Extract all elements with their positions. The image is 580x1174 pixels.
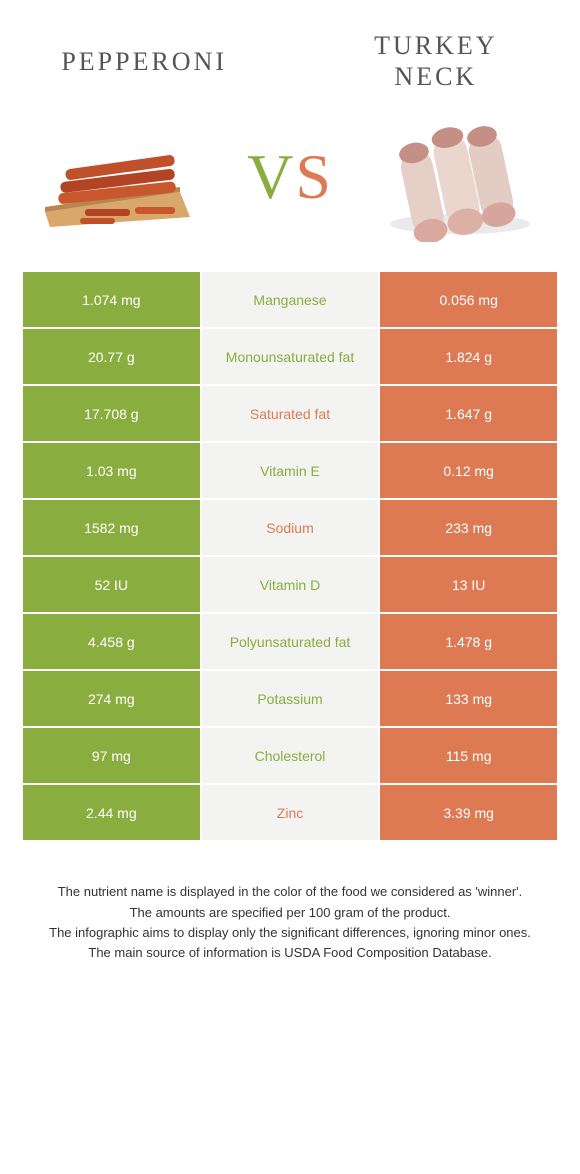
left-value-cell: 1.03 mg	[23, 443, 202, 500]
right-value-cell: 0.12 mg	[380, 443, 557, 500]
table-row: 1.074 mgManganese0.056 mg	[23, 272, 557, 329]
left-value-cell: 1582 mg	[23, 500, 202, 557]
left-value-cell: 17.708 g	[23, 386, 202, 443]
footnote-line: The nutrient name is displayed in the co…	[30, 882, 550, 902]
right-food-title: TURKEYNECK	[332, 30, 540, 92]
left-value-cell: 2.44 mg	[23, 785, 202, 842]
right-value-cell: 0.056 mg	[380, 272, 557, 329]
nutrient-name-cell: Monounsaturated fat	[202, 329, 381, 386]
nutrient-name-cell: Potassium	[202, 671, 381, 728]
left-value-cell: 20.77 g	[23, 329, 202, 386]
table-row: 17.708 gSaturated fat1.647 g	[23, 386, 557, 443]
pepperoni-image	[30, 112, 210, 242]
nutrient-name-cell: Manganese	[202, 272, 381, 329]
footnote-line: The main source of information is USDA F…	[30, 943, 550, 963]
nutrient-name-cell: Zinc	[202, 785, 381, 842]
nutrient-name-cell: Vitamin D	[202, 557, 381, 614]
right-food-title-text: TURKEYNECK	[374, 31, 497, 91]
nutrient-name-cell: Sodium	[202, 500, 381, 557]
right-value-cell: 13 IU	[380, 557, 557, 614]
nutrient-name-cell: Vitamin E	[202, 443, 381, 500]
table-row: 1582 mgSodium233 mg	[23, 500, 557, 557]
nutrient-name-cell: Cholesterol	[202, 728, 381, 785]
header: PEPPERONI TURKEYNECK	[0, 0, 580, 102]
vs-v: V	[247, 141, 295, 212]
left-value-cell: 97 mg	[23, 728, 202, 785]
table-row: 1.03 mgVitamin E0.12 mg	[23, 443, 557, 500]
right-value-cell: 1.647 g	[380, 386, 557, 443]
table-row: 97 mgCholesterol115 mg	[23, 728, 557, 785]
left-food-title: PEPPERONI	[40, 46, 248, 77]
footnote-line: The infographic aims to display only the…	[30, 923, 550, 943]
table-row: 52 IUVitamin D13 IU	[23, 557, 557, 614]
footnotes: The nutrient name is displayed in the co…	[30, 882, 550, 963]
vs-s: S	[295, 141, 333, 212]
right-value-cell: 3.39 mg	[380, 785, 557, 842]
left-value-cell: 1.074 mg	[23, 272, 202, 329]
table-row: 4.458 gPolyunsaturated fat1.478 g	[23, 614, 557, 671]
right-value-cell: 1.824 g	[380, 329, 557, 386]
table-row: 2.44 mgZinc3.39 mg	[23, 785, 557, 842]
left-value-cell: 52 IU	[23, 557, 202, 614]
table-row: 274 mgPotassium133 mg	[23, 671, 557, 728]
right-value-cell: 1.478 g	[380, 614, 557, 671]
table-row: 20.77 gMonounsaturated fat1.824 g	[23, 329, 557, 386]
nutrient-name-cell: Polyunsaturated fat	[202, 614, 381, 671]
right-value-cell: 233 mg	[380, 500, 557, 557]
left-value-cell: 274 mg	[23, 671, 202, 728]
images-row: VS	[0, 102, 580, 272]
left-value-cell: 4.458 g	[23, 614, 202, 671]
right-value-cell: 115 mg	[380, 728, 557, 785]
turkey-neck-image	[370, 112, 550, 242]
nutrient-name-cell: Saturated fat	[202, 386, 381, 443]
right-value-cell: 133 mg	[380, 671, 557, 728]
vs-label: VS	[247, 140, 333, 214]
footnote-line: The amounts are specified per 100 gram o…	[30, 903, 550, 923]
nutrient-table: 1.074 mgManganese0.056 mg20.77 gMonounsa…	[23, 272, 557, 842]
